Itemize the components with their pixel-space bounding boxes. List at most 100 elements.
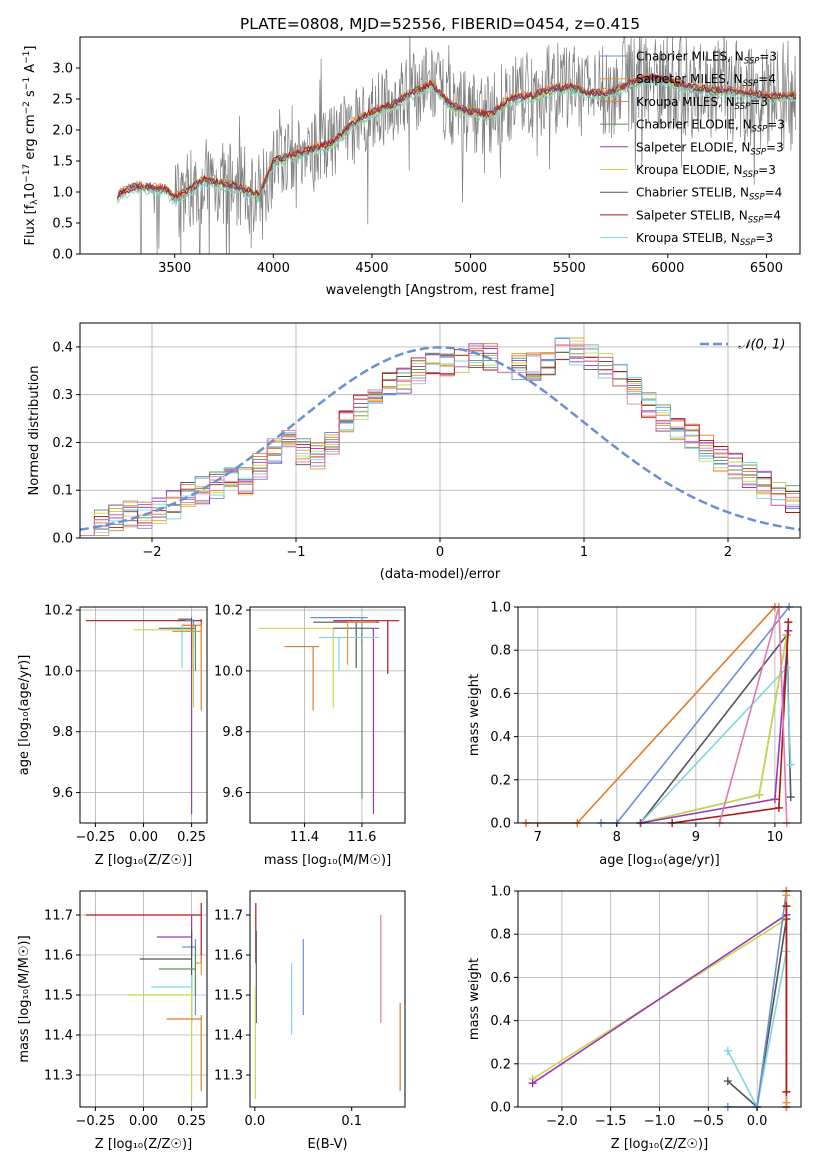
y-tick-label: 0.2 bbox=[490, 773, 511, 788]
x-tick-label: 3500 bbox=[158, 261, 191, 276]
y-tick-label: 0.0 bbox=[490, 1101, 511, 1116]
weight-point-marker bbox=[723, 1046, 732, 1055]
spectrum-panel: 3500 4000 4500 5000 5500 6000 6500 0.0 0.5 1.0 1.5… bbox=[22, 15, 801, 298]
legend-model: Kroupa MILES, N bbox=[636, 95, 735, 109]
legend-sub: SSP bbox=[750, 147, 766, 157]
x-axis-label: Z [log₁₀(Z/Z☉)] bbox=[95, 853, 192, 868]
x-tick-label: 0 bbox=[436, 545, 444, 560]
x-tick-label: 7 bbox=[534, 830, 542, 845]
y-axis-label: mass weight bbox=[467, 674, 482, 756]
age-vs-mass-panel: 11.4 11.6 9.6 9.8 10.0 10.2 mass [log₁₀(M/M☉)] bbox=[214, 604, 406, 868]
x-tick-label: 10 bbox=[767, 830, 784, 845]
weight-point-marker bbox=[782, 1098, 791, 1107]
y-axis-label-part: −2 bbox=[22, 101, 32, 114]
weight-point-marker bbox=[782, 631, 791, 640]
legend-count: =3 bbox=[750, 95, 768, 109]
legend-model: Salpeter MILES, N bbox=[636, 72, 743, 86]
x-axis-label: mass [log₁₀(M/M☉)] bbox=[264, 853, 391, 868]
x-tick-label: 0.00 bbox=[129, 830, 158, 845]
y-tick-label: 0.5 bbox=[52, 217, 73, 232]
x-tick-label: −0.25 bbox=[75, 1114, 115, 1129]
x-axis-label: age [log₁₀(age/yr)] bbox=[599, 853, 720, 868]
residual-histogram-panel: −2 −1 0 1 2 0.0 0.1 0.2 0.3 0.4 (data-model)/error… bbox=[27, 322, 801, 582]
y-tick-label: 0.0 bbox=[52, 248, 73, 263]
mass-vs-extinction-panel: 0.0 0.1 11.3 11.4 11.5 11.6 11.7 E(B-V) bbox=[214, 890, 406, 1152]
weight-point-marker bbox=[782, 891, 791, 900]
model-spectrum-line bbox=[117, 73, 797, 201]
y-tick-label: 0.0 bbox=[52, 532, 73, 547]
y-tick-label: 0.3 bbox=[52, 388, 73, 403]
plot-area bbox=[258, 617, 400, 814]
y-tick-label: 0.8 bbox=[490, 644, 511, 659]
weight-point-marker bbox=[786, 793, 795, 802]
legend-sub: SSP bbox=[743, 79, 759, 89]
legend-model: Kroupa STELIB, N bbox=[636, 231, 740, 245]
x-tick-label: 0.0 bbox=[245, 1114, 266, 1129]
y-axis-label: mass [log₁₀(M/M☉)] bbox=[17, 935, 32, 1062]
y-tick-label: 11.5 bbox=[44, 989, 73, 1004]
plot-area bbox=[85, 903, 202, 1099]
legend-entry: 𝒩(0, 1) bbox=[738, 338, 785, 353]
normal-distribution-curve bbox=[80, 346, 800, 531]
y-axis-label-part: Flux [f bbox=[23, 204, 38, 245]
legend-count: =4 bbox=[758, 72, 776, 86]
weight-point-marker bbox=[528, 1079, 537, 1088]
y-tick-label: 11.4 bbox=[44, 1029, 73, 1044]
y-axis-label-part: ] bbox=[23, 46, 38, 51]
y-tick-label: 1.0 bbox=[52, 186, 73, 201]
x-tick-label: −0.25 bbox=[75, 830, 115, 845]
x-tick-label: 4500 bbox=[355, 261, 388, 276]
y-tick-label: 0.8 bbox=[490, 928, 511, 943]
legend-entry: Chabrier STELIB, NSSP=4 bbox=[636, 186, 782, 203]
weight-point-marker bbox=[782, 902, 791, 911]
y-tick-label: 1.0 bbox=[490, 885, 511, 900]
legend-sub: SSP bbox=[740, 238, 756, 248]
legend-entry: Kroupa STELIB, NSSP=3 bbox=[636, 231, 773, 248]
y-tick-label: 2.0 bbox=[52, 124, 73, 139]
y-axis-label-part: 10 bbox=[23, 183, 38, 200]
chart-title: PLATE=0808, MJD=52556, FIBERID=0454, z=0… bbox=[240, 15, 640, 33]
legend-entry: Chabrier MILES, NSSP=3 bbox=[636, 50, 777, 67]
age-vs-metallicity-panel: −0.25 0.00 0.25 9.6 9.8 10.0 10.2 Z [log₁₀(Z/Z☉… bbox=[17, 604, 208, 868]
legend-sub: SSP bbox=[743, 170, 759, 180]
axes-frame bbox=[79, 36, 801, 255]
plot-area bbox=[254, 903, 401, 1099]
y-tick-label: 11.3 bbox=[214, 1069, 243, 1084]
y-axis-label: Flux [fλ10−17 erg cm−2 s−1 A−1] bbox=[22, 46, 40, 246]
weight-point-marker bbox=[786, 760, 795, 769]
mass-vs-metallicity-panel: −0.25 0.00 0.25 11.3 11.4 11.5 11.6 11.7 Z [log₁… bbox=[17, 890, 208, 1152]
x-tick-label: 0.0 bbox=[747, 1114, 768, 1129]
x-tick-label: 5000 bbox=[454, 261, 487, 276]
legend-count: =3 bbox=[759, 50, 777, 64]
weight-point-marker bbox=[770, 795, 779, 804]
legend-model: Salpeter STELIB, N bbox=[636, 208, 748, 222]
legend-entry: Kroupa ELODIE, NSSP=3 bbox=[636, 163, 776, 180]
y-axis-label: age [log₁₀(age/yr)] bbox=[17, 655, 32, 776]
y-axis-label-part: −1 bbox=[22, 77, 32, 90]
x-tick-label: 0.25 bbox=[177, 830, 206, 845]
legend-entry: Salpeter STELIB, NSSP=4 bbox=[636, 208, 781, 225]
x-axis-label: (data-model)/error bbox=[380, 567, 501, 582]
x-tick-label: 2 bbox=[724, 545, 732, 560]
x-tick-label: 0.00 bbox=[129, 1114, 158, 1129]
x-tick-label: 6500 bbox=[750, 261, 783, 276]
axes-frame bbox=[249, 890, 406, 1108]
y-tick-label: 9.8 bbox=[52, 725, 73, 740]
legend-entry: Chabrier ELODIE, NSSP=3 bbox=[636, 118, 785, 135]
axes-frame bbox=[517, 606, 802, 824]
y-tick-label: 0.0 bbox=[490, 817, 511, 832]
histogram-step-line bbox=[80, 343, 800, 538]
legend-count: =3 bbox=[766, 140, 784, 154]
legend-sub: SSP bbox=[749, 193, 765, 203]
legend-entry: Kroupa MILES, NSSP=3 bbox=[636, 95, 768, 112]
y-tick-label: 9.8 bbox=[222, 725, 243, 740]
legend-model: Salpeter ELODIE, N bbox=[636, 140, 750, 154]
weight-vs-age-panel: 7 8 9 10 0.0 0.2 0.4 0.6 0.8 1.0 age [log₁₀(age/yr… bbox=[467, 601, 802, 868]
y-axis-label: Normed distribution bbox=[27, 366, 42, 496]
legend-sub: SSP bbox=[748, 215, 764, 225]
y-tick-label: 11.4 bbox=[214, 1029, 243, 1044]
x-tick-label: −2.0 bbox=[546, 1114, 578, 1129]
legend-model: Chabrier MILES, N bbox=[636, 50, 744, 64]
legend-model: Chabrier STELIB, N bbox=[636, 186, 749, 200]
y-tick-label: 10.0 bbox=[214, 664, 243, 679]
